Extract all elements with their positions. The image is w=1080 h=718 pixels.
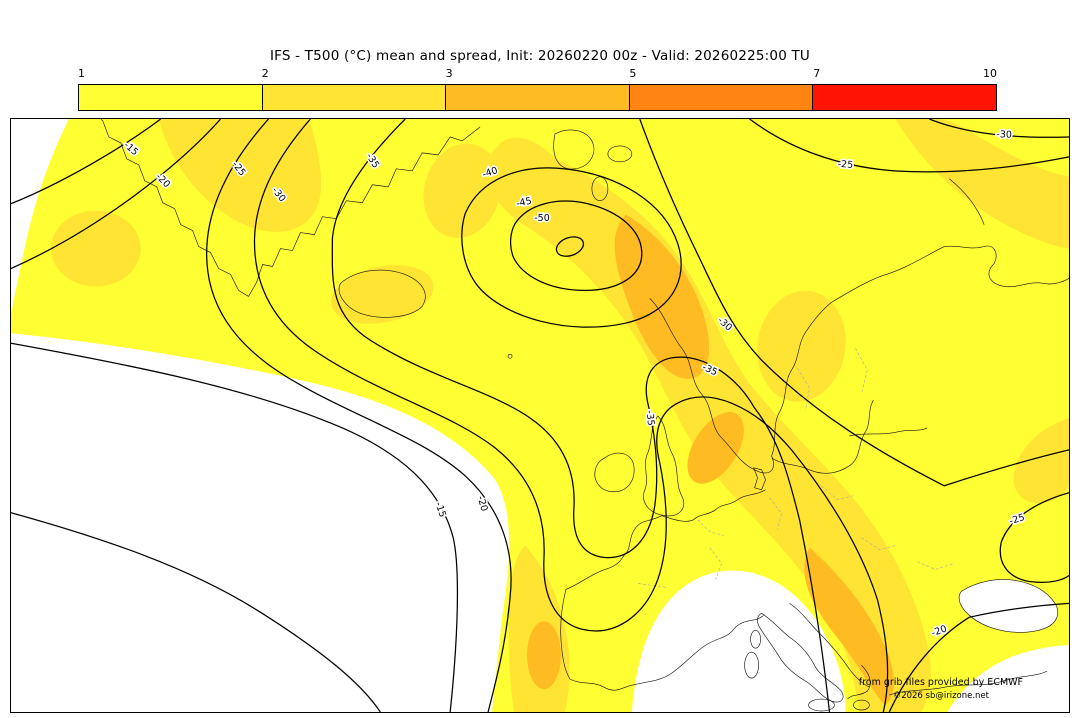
svalbard-island-2 bbox=[591, 176, 609, 202]
contour-minus-25-west bbox=[206, 119, 512, 712]
coastlines bbox=[100, 119, 1069, 712]
attribution: from grib files provided by ECMWF ©2026 … bbox=[859, 675, 1023, 704]
mean-contours bbox=[11, 119, 1069, 712]
weather-map: -15-20-25-30-35-40-45-50-30-35-35-25-30-… bbox=[11, 119, 1069, 712]
colorbar-tick: 10 bbox=[983, 67, 997, 80]
ireland-coast bbox=[594, 452, 635, 493]
contour-minus-25-arctic bbox=[749, 119, 1069, 173]
low-spread-region-southwest bbox=[11, 333, 510, 712]
spread-3-5-central-core bbox=[687, 412, 744, 484]
iceland-coast bbox=[338, 269, 426, 318]
peloponnese-coast bbox=[853, 699, 870, 711]
low-spread-region-northwest-corner bbox=[11, 119, 69, 315]
turkey-coast bbox=[889, 670, 1048, 696]
contour-label: -30 bbox=[996, 129, 1012, 141]
spread-3-5-greenland-sea-core bbox=[614, 214, 710, 379]
contour-minus-20-nw bbox=[11, 119, 222, 270]
baltic-coast bbox=[771, 399, 874, 474]
greece-coast bbox=[847, 664, 871, 700]
colorbar-segment-7-10 bbox=[812, 85, 996, 110]
spread-2-3-iceland bbox=[331, 265, 434, 324]
greenland-coast bbox=[100, 119, 481, 297]
norway-coast bbox=[649, 245, 1069, 474]
contour-minus-35-trough bbox=[331, 119, 831, 712]
adriatic-balkan-coast bbox=[789, 603, 870, 688]
colorbar-tick: 1 bbox=[78, 67, 85, 80]
britain-coast bbox=[643, 415, 685, 517]
colorbar-segment-3-5 bbox=[445, 85, 629, 110]
spread-2-3-west-patch bbox=[50, 210, 141, 287]
svalbard-coast bbox=[553, 129, 595, 170]
low-spread-region-southeast-corner bbox=[947, 645, 1069, 712]
spread-2-3-northeast-band bbox=[895, 119, 1069, 249]
contour-minus-25-east bbox=[999, 492, 1069, 583]
spread-2-3-north-patch bbox=[423, 143, 501, 238]
spread-colorbar bbox=[78, 84, 997, 111]
contour-label: -25 bbox=[837, 159, 853, 171]
contour-minus-15-atlantic bbox=[11, 342, 459, 712]
colorbar-tick: 7 bbox=[813, 67, 821, 80]
contour-minus-30-east bbox=[639, 119, 1069, 487]
spread-3-5-iberia-core bbox=[527, 621, 561, 690]
gulf-of-finland-coast bbox=[849, 427, 928, 437]
channel-north-sea-coast bbox=[661, 489, 766, 522]
contour-label: -45 bbox=[515, 196, 532, 210]
contour-minus-30-arctic bbox=[929, 119, 1069, 138]
contour-minus-50-center bbox=[555, 236, 585, 257]
contour-label: -35 bbox=[644, 410, 657, 427]
spread-2-3-scandinavia bbox=[757, 290, 846, 402]
spread-2-3-east-patch bbox=[1013, 417, 1069, 504]
colorbar-segment-2-3 bbox=[261, 85, 446, 110]
sardinia-coast bbox=[744, 651, 759, 679]
contour-minus-30-trough bbox=[253, 119, 889, 712]
sicily-coast bbox=[808, 698, 835, 712]
colorbar-tick: 3 bbox=[445, 67, 453, 80]
contour-minus-45-closed bbox=[509, 200, 643, 292]
svalbard-island bbox=[607, 145, 633, 163]
contour-minus-10 bbox=[11, 512, 381, 712]
black-sea bbox=[958, 579, 1059, 633]
contour-minus-40-closed bbox=[461, 167, 682, 328]
novaya-zemlya-coast bbox=[949, 178, 985, 225]
low-spread-region-mediterranean bbox=[631, 570, 846, 712]
france-iberia-coast bbox=[560, 515, 764, 691]
page-title: IFS - T500 (°C) mean and spread, Init: 2… bbox=[269, 48, 811, 64]
country-borders bbox=[637, 348, 954, 588]
colorbar-segment-5-7 bbox=[628, 85, 813, 110]
attribution-copyright: ©2026 sb@irizone.net bbox=[892, 691, 990, 702]
spread-2-3-greenland bbox=[158, 119, 322, 232]
spread-shading bbox=[11, 119, 1069, 712]
denmark-coast bbox=[753, 467, 766, 491]
colorbar-tick-labels: 1 2 3 5 7 10 bbox=[78, 67, 997, 81]
faroe-islands bbox=[507, 353, 513, 359]
corsica-coast bbox=[750, 629, 761, 649]
contour-label: -50 bbox=[534, 213, 549, 224]
colorbar-segment-1-2 bbox=[79, 85, 262, 110]
contour-minus-20-southeast bbox=[888, 602, 1069, 712]
colorbar-tick: 5 bbox=[629, 67, 637, 80]
map-panel: -15 -20 -25 -30 -35 -40 -45 -50 -30 -35 -35 -25 -30-… bbox=[10, 118, 1070, 713]
colorbar-tick: 2 bbox=[261, 67, 269, 80]
spread-3-5-balkans-core bbox=[804, 547, 894, 706]
attribution-source: from grib files provided by ECMWF bbox=[858, 677, 1023, 689]
contour-minus-15-nw bbox=[11, 119, 162, 205]
